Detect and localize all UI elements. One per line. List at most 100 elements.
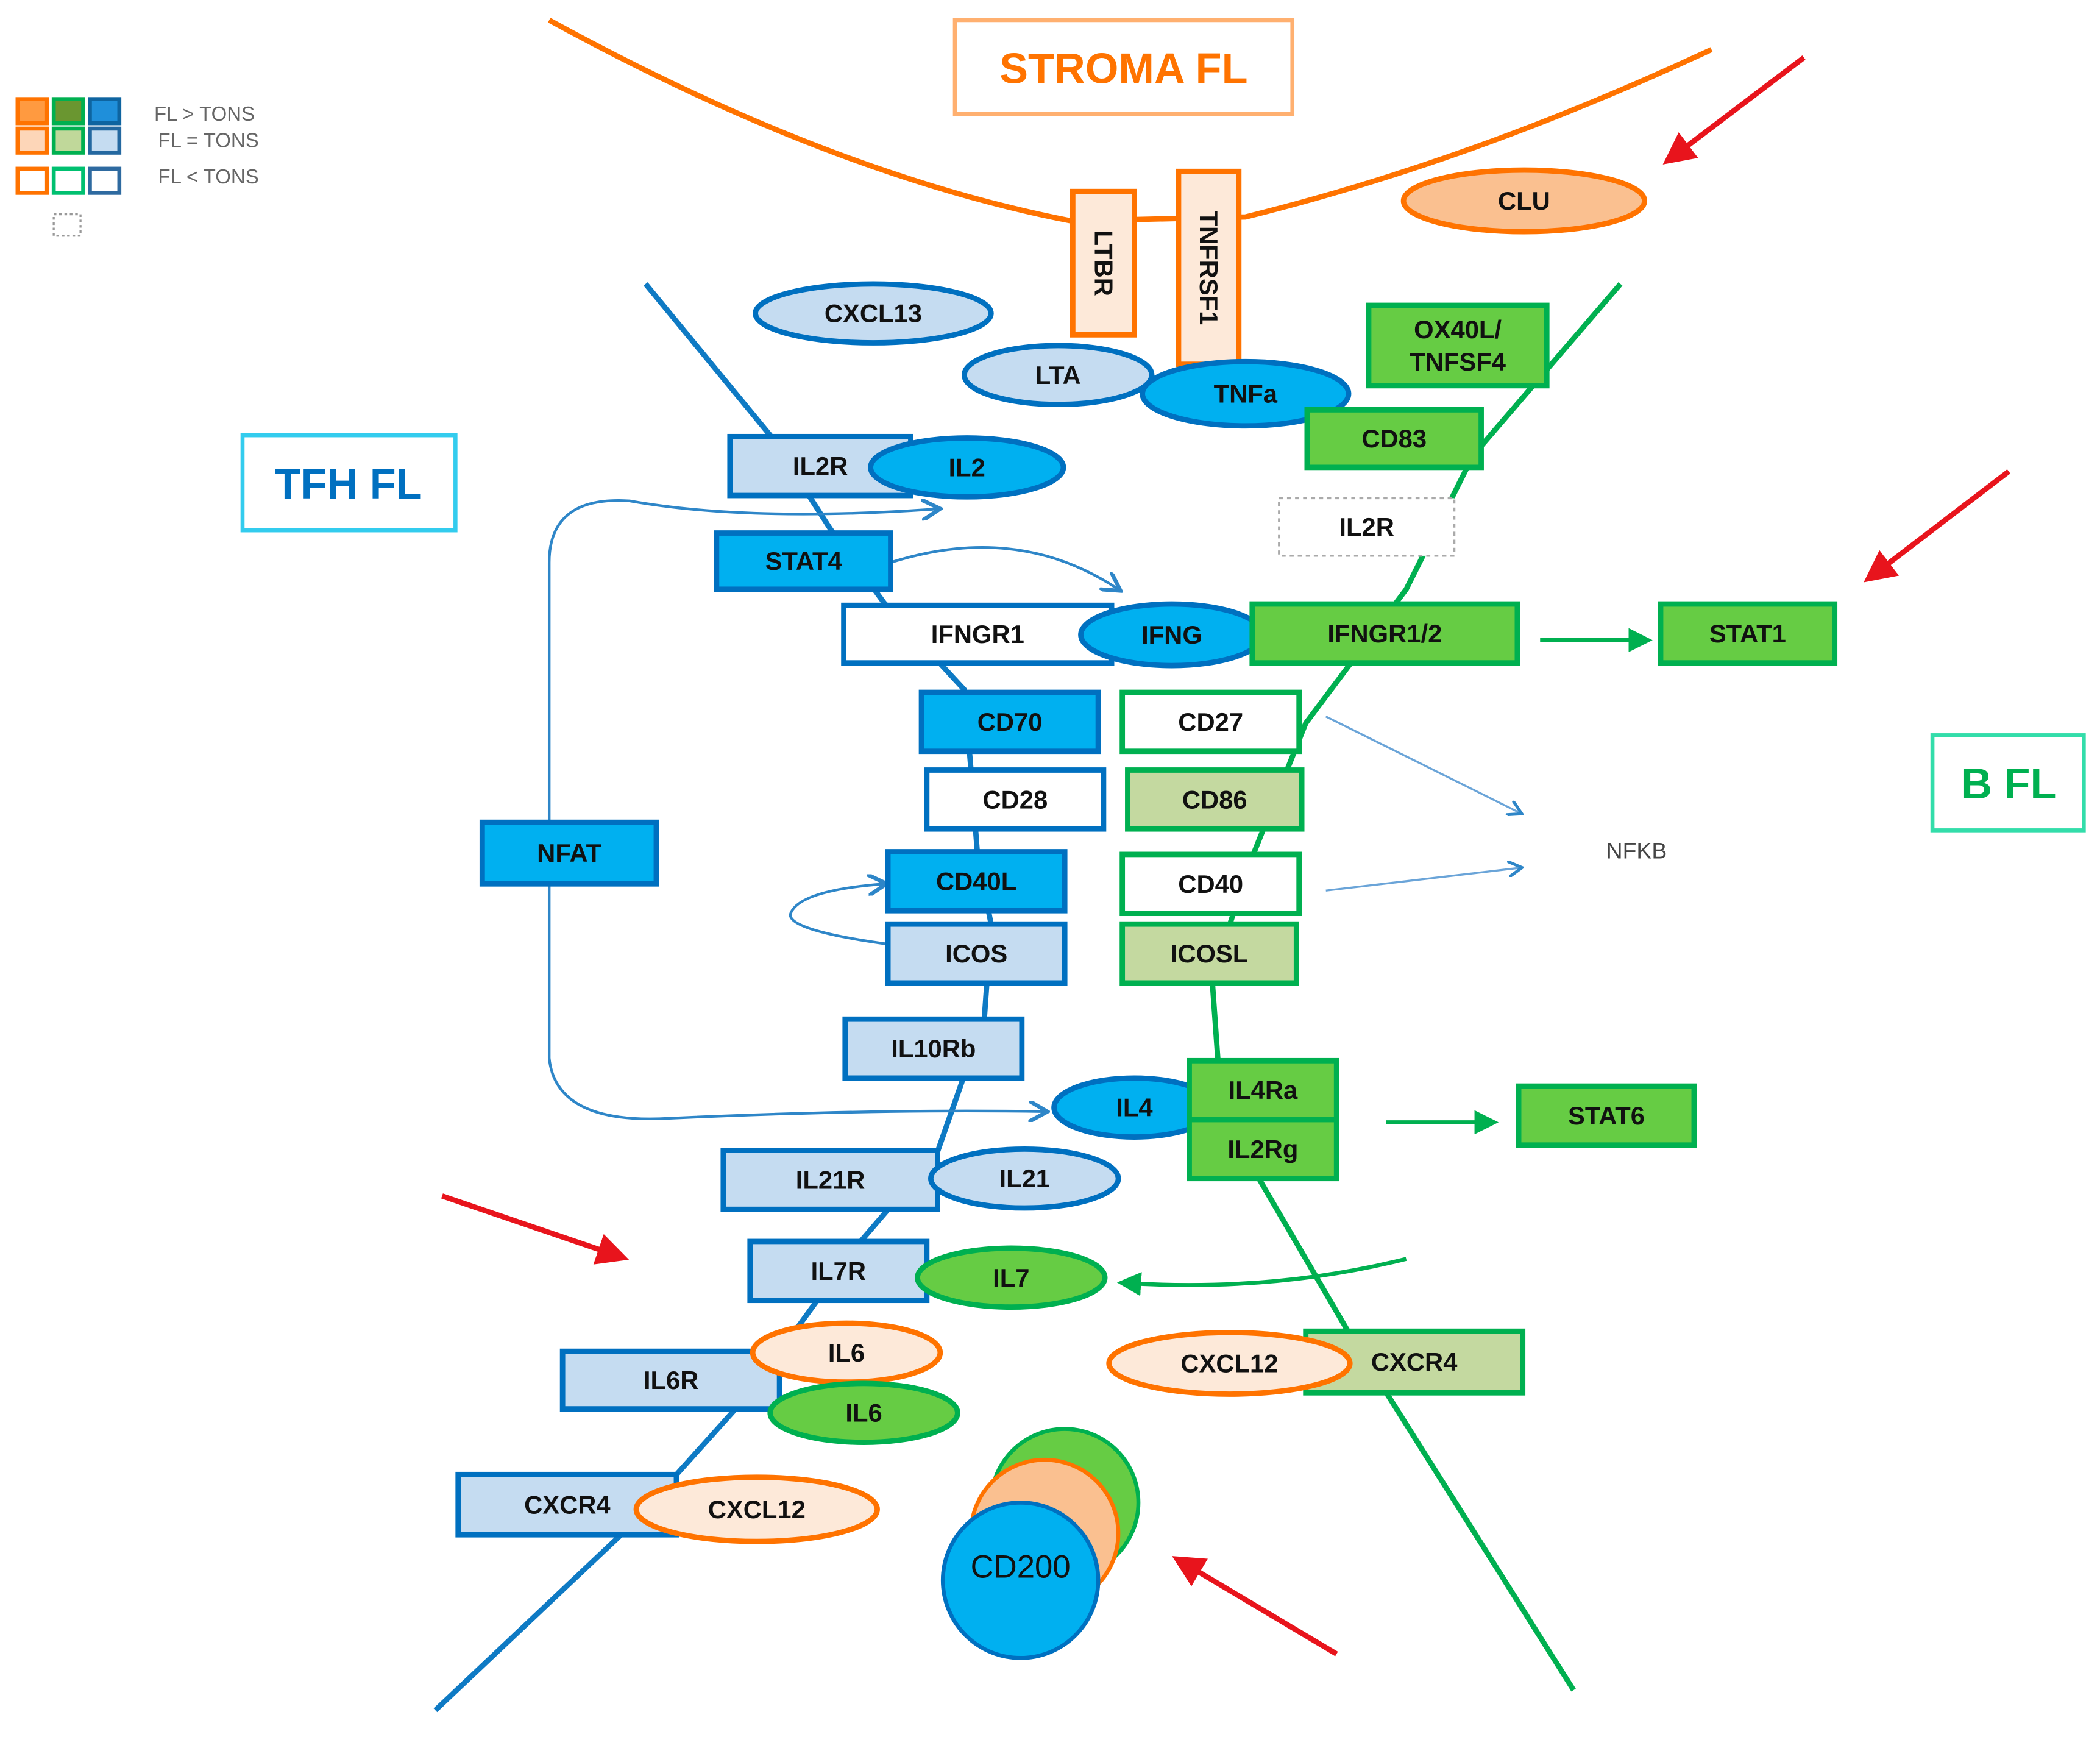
- node-label: IFNGR1/2: [1327, 619, 1442, 648]
- node-box: [1119, 921, 1299, 986]
- node-label: IFNGR1: [931, 620, 1024, 648]
- node-il21r[interactable]: IL21R: [720, 1148, 940, 1212]
- legend-swatch-blue-up: [88, 97, 122, 126]
- legend-swatch-orange-down: [15, 166, 49, 195]
- node-label: IL2Rg: [1227, 1135, 1298, 1163]
- node-box: [924, 767, 1107, 832]
- node-ellipse: [753, 281, 994, 346]
- node-icos[interactable]: ICOS: [885, 921, 1068, 986]
- signal-arrows: [547, 500, 1653, 1296]
- node-ellipse: [767, 1380, 960, 1445]
- node-nfkb[interactable]: NFKB: [1606, 837, 1667, 863]
- arrow-il7-signal: [1116, 1257, 1407, 1296]
- node-ifng[interactable]: IFNG: [1078, 601, 1266, 669]
- node-il21[interactable]: IL21: [928, 1146, 1121, 1211]
- node-label: CD200: [971, 1549, 1071, 1585]
- node-box: [747, 1238, 930, 1304]
- node-stat4[interactable]: STAT4: [714, 530, 893, 592]
- node-ellipse: [868, 435, 1066, 500]
- node-label: CXCL12: [708, 1495, 806, 1524]
- highlight-arrow-stat1: [1864, 469, 2010, 583]
- node-stat1[interactable]: STAT1: [1658, 601, 1838, 666]
- b-membrane: [1209, 282, 1623, 1692]
- node-il2r-b[interactable]: IL2R: [1278, 497, 1456, 557]
- node-label: STAT6: [1568, 1101, 1645, 1130]
- node-tnfa[interactable]: TNFa: [1140, 358, 1352, 429]
- node-label: IFNG: [1141, 620, 1202, 649]
- node-cd40l[interactable]: CD40L: [885, 849, 1068, 914]
- node-label: CD28: [982, 785, 1048, 814]
- node-cd27[interactable]: CD27: [1119, 689, 1302, 755]
- node-label: IL2: [949, 453, 985, 481]
- node-box: [559, 1348, 782, 1412]
- b-title-box: [1930, 733, 2086, 833]
- node-cd83[interactable]: CD83: [1304, 407, 1484, 471]
- node-label: IL4: [1116, 1093, 1152, 1122]
- highlight-arrow-cd200: [1172, 1556, 1338, 1657]
- node-box: [885, 921, 1068, 986]
- arrow-cd40-nfkb: [1325, 868, 1520, 892]
- node-nfat[interactable]: NFAT: [479, 819, 659, 887]
- highlight-arrow-il7: [441, 1193, 630, 1265]
- legend: FL > TONS FL = TONS FL < TONS: [15, 97, 259, 237]
- node-il2rg[interactable]: IL2Rg: [1187, 1117, 1339, 1182]
- node-il6-s[interactable]: IL6: [750, 1320, 943, 1385]
- node-ox40l[interactable]: OX40L/TNFSF4: [1366, 302, 1550, 389]
- node-lta[interactable]: LTA: [961, 343, 1155, 408]
- node-label: IL2R: [1339, 513, 1394, 541]
- node-il7[interactable]: IL7: [915, 1245, 1108, 1310]
- node-cxcl12-r[interactable]: CXCL12: [1106, 1329, 1353, 1397]
- node-il7r[interactable]: IL7R: [747, 1238, 930, 1304]
- node-ifngr1[interactable]: IFNGR1: [841, 602, 1115, 666]
- node-label: OX40L/: [1414, 315, 1502, 344]
- node-ellipse: [915, 1245, 1108, 1310]
- node-icosl[interactable]: ICOSL: [1119, 921, 1299, 986]
- node-label: LTBR: [1089, 230, 1118, 296]
- node-ellipse: [928, 1146, 1121, 1211]
- node-label: STAT4: [765, 547, 842, 575]
- node-ellipse: [1400, 167, 1648, 235]
- node-label: ICOSL: [1171, 939, 1249, 968]
- node-il6r[interactable]: IL6R: [559, 1348, 782, 1412]
- node-tnfrsf1[interactable]: TNFRSF1: [1176, 168, 1242, 368]
- node-cxcl12-l[interactable]: CXCL12: [633, 1474, 880, 1544]
- legend-swatch-not-detected: [52, 213, 82, 237]
- node-box: [1658, 601, 1838, 666]
- node-box: [1176, 168, 1242, 368]
- node-ifngr12[interactable]: IFNGR1/2: [1249, 601, 1520, 666]
- node-il10rb[interactable]: IL10Rb: [842, 1016, 1025, 1081]
- tfh-title-box: [240, 433, 458, 533]
- node-il4ra[interactable]: IL4Ra: [1187, 1057, 1339, 1123]
- node-ellipse: [961, 343, 1155, 408]
- legend-up-label: FL > TONS: [154, 102, 255, 125]
- node-label: NFAT: [537, 839, 601, 867]
- node-box: [918, 689, 1101, 755]
- arrow-nfat-il4: [547, 884, 1045, 1119]
- node-il2[interactable]: IL2: [868, 435, 1066, 500]
- node-il6-b[interactable]: IL6: [767, 1380, 960, 1445]
- node-box: [1187, 1117, 1339, 1182]
- node-cd28[interactable]: CD28: [924, 767, 1107, 832]
- b-title: B FL: [1961, 759, 2056, 808]
- node-ellipse: [1140, 358, 1352, 429]
- node-box: [720, 1148, 940, 1212]
- node-label: IL21R: [796, 1165, 865, 1194]
- node-cd40[interactable]: CD40: [1119, 851, 1302, 917]
- node-label: LTA: [1035, 361, 1081, 389]
- node-clu[interactable]: CLU: [1400, 167, 1648, 235]
- arrow-stat4-ifng: [890, 545, 1119, 589]
- node-label: TNFSF4: [1410, 347, 1506, 376]
- node-cd70[interactable]: CD70: [918, 689, 1101, 755]
- node-cd86[interactable]: CD86: [1125, 767, 1305, 832]
- nodes: LTBR TNFRSF1 CLU CXCL13 LTA TNFa OX40L/TNFSF4 C…: [455, 167, 1838, 1660]
- node-label: IL10Rb: [891, 1034, 976, 1063]
- tfh-title: TFH FL: [275, 460, 422, 508]
- node-ltbr[interactable]: LTBR: [1070, 188, 1137, 338]
- node-stat6[interactable]: STAT6: [1516, 1083, 1697, 1148]
- arrow-icos-cd40l: [789, 884, 888, 946]
- node-box: [1187, 1057, 1339, 1123]
- legend-swatch-green-down: [51, 166, 85, 195]
- node-cxcl13[interactable]: CXCL13: [753, 281, 994, 346]
- node-cd200[interactable]: CD200: [940, 1501, 1101, 1660]
